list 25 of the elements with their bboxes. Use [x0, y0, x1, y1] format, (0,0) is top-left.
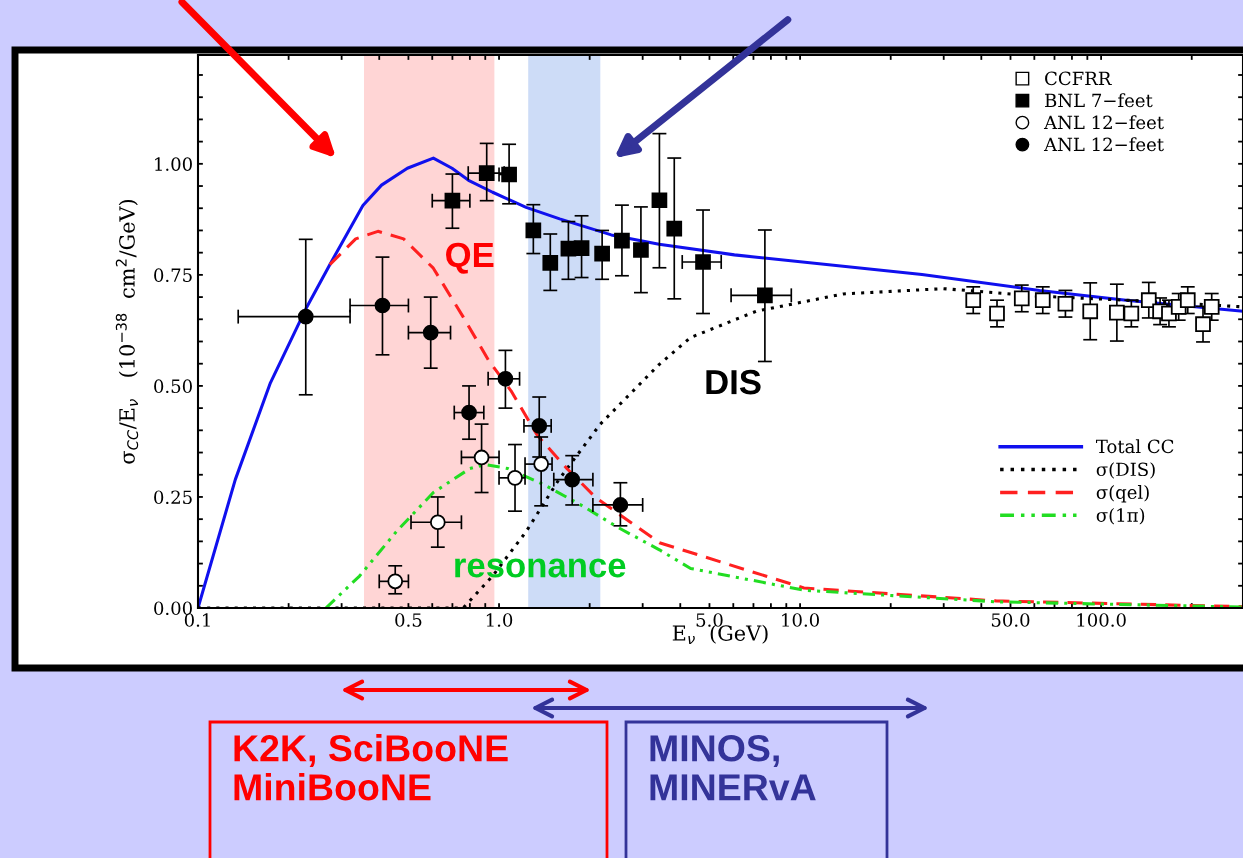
y-tick-label: 0.75 — [154, 268, 192, 282]
legend-label: ANL 12−feet — [1043, 137, 1164, 152]
annotation: resonance — [455, 558, 626, 578]
legend-label: BNL 7−feet — [1045, 93, 1153, 108]
x-tick-label: 1.0 — [486, 613, 513, 627]
annotation: DIS — [706, 369, 761, 395]
text: MINOS, MINERvA — [650, 734, 816, 801]
y-tick-label: 0.00 — [154, 601, 192, 616]
x-tick-label: 50.0 — [991, 613, 1030, 627]
legend-label: σ(DIS) — [1096, 462, 1155, 479]
legend-label: σ(qel) — [1096, 485, 1149, 503]
text: K2K, SciBooNE MiniBooNE — [234, 734, 508, 801]
legend-label: CCFRR — [1045, 71, 1112, 86]
x-tick-label: 0.1 — [184, 613, 210, 627]
legend-label: σ(1π) — [1096, 507, 1145, 525]
x-tick-label: 100.0 — [1077, 613, 1126, 627]
legend-label: ANL 12−feet — [1043, 115, 1164, 130]
annotation: QE — [446, 242, 494, 274]
x-tick-label: 0.5 — [395, 613, 422, 627]
y-tick-label: 0.50 — [154, 379, 192, 394]
legend-label: Total CC — [1096, 439, 1174, 454]
y-tick-label: 0.25 — [154, 490, 192, 505]
y-tick-label: 1.00 — [155, 157, 192, 171]
x-tick-label: 10.0 — [782, 613, 819, 627]
text: σ$_{CC}$/E$_{ν}$ (10$^{−38}$ cm$^{2}$/GeV) — [115, 199, 139, 464]
